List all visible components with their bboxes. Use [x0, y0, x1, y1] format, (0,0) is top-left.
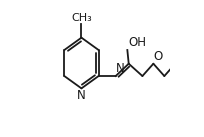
Text: CH₃: CH₃	[71, 13, 92, 23]
Text: OH: OH	[128, 36, 146, 49]
Text: O: O	[154, 50, 163, 63]
Text: N: N	[77, 89, 86, 102]
Text: N: N	[116, 62, 125, 75]
